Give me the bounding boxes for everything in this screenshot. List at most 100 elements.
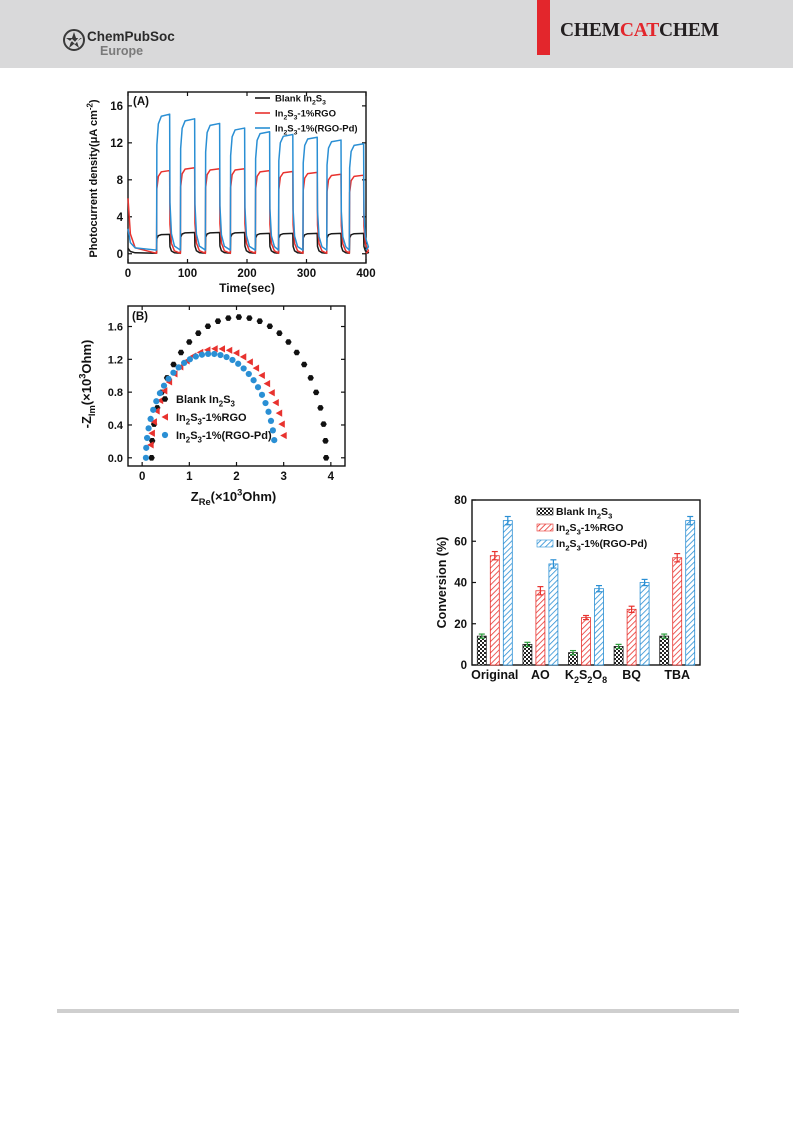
chart-b-point: [254, 384, 262, 391]
chart-b-legend-label-part: 3: [198, 418, 203, 427]
chart-b-ytick-label: 0.8: [108, 387, 123, 399]
chart-b-point: [170, 369, 177, 376]
chart-c-xtick-label-part: 2: [574, 675, 579, 685]
chart-a-xtick-label: 300: [297, 268, 316, 280]
journal-title-part1: CHEM: [560, 20, 620, 41]
chart-a-legend-label-part: 2: [312, 100, 316, 107]
chart-b-point: [268, 389, 275, 397]
chart-a-legend-label-part: -1%RGO: [297, 109, 336, 120]
chart-c-legend-label-part: S: [570, 522, 577, 534]
chart-b-legend-label-part: -1%RGO: [202, 412, 247, 424]
journal-red-bar: [537, 0, 550, 55]
chart-b-point: [156, 396, 164, 405]
publisher-region: Europe: [100, 44, 144, 58]
chart-b-point: [285, 339, 292, 345]
chart-b-point: [153, 398, 160, 405]
chart-b-legend-label-part: 2: [186, 436, 191, 445]
chart-a-legend-label-part: S: [287, 109, 293, 120]
chart-a-xtick-label: 400: [356, 268, 375, 280]
chart-c-legend-swatch: [536, 539, 554, 548]
chart-b-point: [153, 407, 160, 415]
chart-b-point: [262, 399, 269, 407]
chart-b-point: [269, 427, 276, 434]
chart-b-point: [312, 389, 320, 396]
chart-c-bar: [672, 557, 683, 666]
chart-b-legend-label: In2S3-1%(RGO-Pd): [176, 430, 272, 445]
chart-b-legend-label-part: In: [176, 412, 186, 424]
chart-b-point: [186, 356, 194, 363]
chart-c-legend-label-part: -1%RGO: [581, 522, 624, 534]
chart-b-ylabel: -ZIm(×103Ohm): [78, 340, 98, 429]
chart-c-ytick-label: 60: [454, 536, 467, 548]
chart-b-legend-label-part: Blank In: [176, 394, 219, 406]
chart-b-point: [198, 351, 206, 358]
chart-b-point: [307, 375, 314, 381]
chart-a-ytick-label: 12: [110, 138, 123, 150]
chart-b-point: [217, 351, 224, 359]
chart-c-bar: [659, 635, 670, 666]
chart-b-point: [160, 387, 168, 395]
chart-b-legend-label: Blank In2S3: [176, 394, 236, 409]
chart-c-ylabel: Conversion (%): [435, 537, 449, 629]
chart-b-xlabel-part: Re: [199, 497, 211, 507]
chart-b-point: [211, 345, 218, 353]
chart-c-legend-label-part: 2: [565, 543, 569, 552]
journal-header-band: [0, 0, 793, 68]
chart-b-point: [265, 408, 272, 415]
chart-b-point: [245, 370, 252, 378]
chart-b-legend-label-part: -1%(RGO-Pd): [202, 430, 272, 442]
chart-b-point: [195, 330, 202, 336]
chart-a-legend-label-part: Blank In: [275, 94, 312, 105]
chart-b-point: [246, 315, 253, 321]
chart-b-point: [156, 390, 164, 397]
chart-a-series-line-0: [127, 231, 370, 255]
chart-b-xlabel: ZRe(×103Ohm): [191, 488, 276, 508]
chart-b-point: [186, 339, 193, 345]
chart-b-point: [256, 318, 263, 324]
chart-b-point: [211, 350, 218, 358]
star-globe-icon: [63, 29, 85, 51]
chart-b-legend-marker: [161, 431, 169, 439]
chart-c-legend-label-part: 2: [597, 511, 601, 520]
chart-b-ylabel-part: -Z: [79, 416, 94, 428]
chart-b-point: [148, 455, 155, 461]
chart-a-legend-label-part: S: [287, 124, 293, 135]
chart-b-legend-label-part: 3: [231, 400, 236, 409]
chart-b-point: [218, 345, 226, 353]
journal-title-part2: CAT: [619, 20, 659, 41]
chart-b-point: [144, 434, 151, 442]
chart-c-xtick-label: K2S2O8: [565, 668, 607, 685]
chart-c-xtick-label-part: Original: [471, 668, 518, 682]
chart-b-point: [150, 406, 157, 413]
chart-c-ytick-label: 0: [461, 660, 467, 672]
chart-b-point: [232, 349, 240, 357]
chart-c-xtick-label-part: O: [592, 668, 602, 682]
chart-b-point: [175, 364, 182, 371]
chart-a-ylabel-part: -2: [85, 102, 94, 110]
chart-b-xlabel-part: Ohm): [242, 489, 276, 504]
chart-b-ytick-label: 1.6: [108, 322, 123, 334]
chart-b-ylabel-part: (×10: [79, 379, 94, 405]
chart-b-point: [165, 375, 172, 382]
chart-c-xtick-label-part: AO: [531, 668, 550, 682]
chart-b-point: [275, 409, 283, 417]
chart-c-bar: [476, 635, 487, 666]
chart-b-legend-label: In2S3-1%RGO: [176, 412, 247, 427]
chart-b-point: [258, 391, 266, 398]
chart-b-point: [266, 323, 274, 329]
chart-b-point: [280, 431, 287, 440]
chart-a-panel-label: (A): [133, 96, 149, 108]
chart-c-legend-swatch: [536, 507, 554, 516]
chart-b-legend: Blank In2S3 In2S3-1%RGO In2S3-1%(RGO-Pd): [161, 394, 272, 445]
chart-c-legend-label: Blank In2S3: [556, 506, 612, 520]
chart-a-xtick-label: 200: [237, 268, 256, 280]
chart-a-ylabel-part: A cm: [88, 110, 100, 137]
chart-a-ylabel-part: Photocurrent density(: [88, 143, 100, 258]
chart-c-legend-label-part: 2: [565, 527, 569, 536]
chart-c-bar: [522, 643, 533, 666]
chart-c-legend-label-part: In: [556, 538, 565, 550]
chart-b-point: [300, 361, 308, 368]
chart-b-point: [225, 315, 232, 321]
